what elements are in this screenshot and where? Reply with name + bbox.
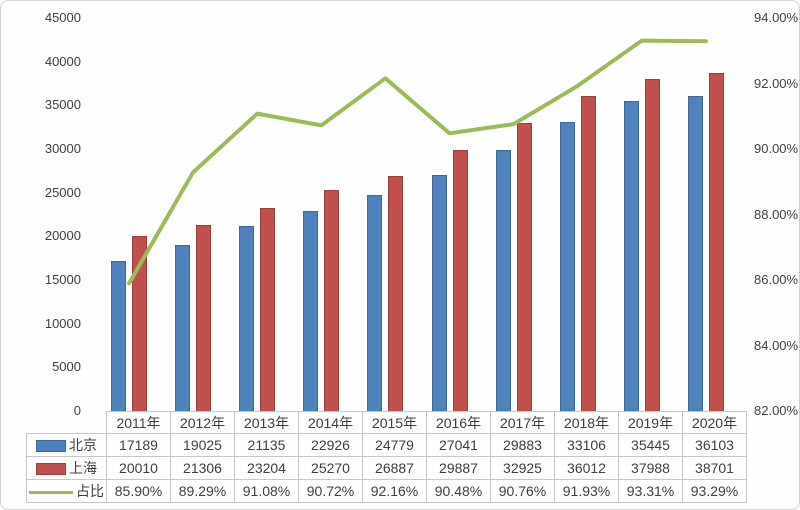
value-cell-shanghai: 23204 bbox=[234, 456, 299, 480]
year-header-cell: 2016年 bbox=[426, 411, 491, 434]
left-axis-tick-label: 10000 bbox=[44, 315, 81, 331]
right-axis-tick-label: 88.00% bbox=[754, 206, 799, 222]
left-axis-tick-label: 25000 bbox=[44, 184, 81, 200]
value-cell-shanghai: 37988 bbox=[618, 456, 683, 480]
bar-beijing-2020年 bbox=[687, 95, 703, 411]
bar-shanghai-2020年 bbox=[708, 73, 724, 411]
year-header-cell: 2015年 bbox=[362, 411, 427, 434]
value-cell-shanghai: 32925 bbox=[490, 456, 555, 480]
bar-shanghai-2019年 bbox=[644, 79, 660, 411]
year-header-cell: 2014年 bbox=[298, 411, 363, 434]
bar-shanghai-2015年 bbox=[388, 176, 404, 411]
year-header-cell: 2011年 bbox=[106, 411, 171, 434]
legend-cell-ratio: 占比 bbox=[26, 479, 107, 503]
value-cell-ratio: 89.29% bbox=[170, 479, 235, 503]
bar-shanghai-2017年 bbox=[516, 123, 532, 411]
left-axis-tick-label: 35000 bbox=[44, 97, 81, 113]
value-cell-beijing: 36103 bbox=[682, 433, 747, 457]
value-cell-ratio: 90.48% bbox=[426, 479, 491, 503]
value-cell-shanghai: 29887 bbox=[426, 456, 491, 480]
year-header-cell: 2012年 bbox=[170, 411, 235, 434]
right-axis-tick-label: 82.00% bbox=[754, 403, 799, 418]
value-cell-ratio: 90.76% bbox=[490, 479, 555, 503]
value-cell-beijing: 24779 bbox=[362, 433, 427, 457]
legend-cell-beijing: 北京 bbox=[26, 433, 107, 457]
value-cell-ratio: 91.08% bbox=[234, 479, 299, 503]
value-cell-beijing: 19025 bbox=[170, 433, 235, 457]
bar-shanghai-2013年 bbox=[260, 208, 276, 411]
legend-label: 上海 bbox=[69, 460, 97, 476]
bar-shanghai-2014年 bbox=[324, 190, 340, 411]
bar-beijing-2013年 bbox=[239, 226, 255, 411]
bar-beijing-2017年 bbox=[495, 150, 511, 411]
value-cell-beijing: 21135 bbox=[234, 433, 299, 457]
value-cell-shanghai: 20010 bbox=[106, 456, 171, 480]
value-cell-ratio: 85.90% bbox=[106, 479, 171, 503]
legend-cell-shanghai: 上海 bbox=[26, 456, 107, 480]
bar-shanghai-2018年 bbox=[580, 96, 596, 411]
value-cell-ratio: 90.72% bbox=[298, 479, 363, 503]
year-header-cell: 2019年 bbox=[618, 411, 683, 434]
legend-swatch-icon bbox=[36, 463, 66, 476]
bar-shanghai-2012年 bbox=[196, 224, 212, 411]
bar-beijing-2015年 bbox=[367, 194, 383, 411]
value-cell-shanghai: 36012 bbox=[554, 456, 619, 480]
value-cell-shanghai: 26887 bbox=[362, 456, 427, 480]
year-header-cell: 2018年 bbox=[554, 411, 619, 434]
year-header-cell: 2017年 bbox=[490, 411, 555, 434]
data-table: 2011年 2012年 2013年 2014年 2015年 2016年 2017年 2018年… bbox=[26, 411, 747, 503]
value-cell-ratio: 91.93% bbox=[554, 479, 619, 503]
year-header-cell: 2020年 bbox=[682, 411, 747, 434]
value-cell-shanghai: 21306 bbox=[170, 456, 235, 480]
value-cell-beijing: 35445 bbox=[618, 433, 683, 457]
legend-line-icon bbox=[29, 490, 73, 494]
legend-swatch-icon bbox=[36, 440, 66, 453]
left-axis-tick-label: 20000 bbox=[44, 228, 81, 244]
value-cell-ratio: 93.31% bbox=[618, 479, 683, 503]
left-axis-tick-label: 0 bbox=[73, 403, 81, 418]
legend-label: 北京 bbox=[69, 437, 97, 453]
chart-data-table: 2011年 2012年 2013年 2014年 2015年 2016年 2017年 2018年… bbox=[26, 411, 747, 503]
left-axis-tick-label: 5000 bbox=[52, 359, 81, 375]
left-axis-tick-label: 30000 bbox=[44, 141, 81, 156]
value-cell-shanghai: 38701 bbox=[682, 456, 747, 480]
right-axis-tick-label: 94.00% bbox=[754, 10, 799, 25]
left-axis-tick-label: 15000 bbox=[44, 272, 81, 287]
right-axis-tick-label: 92.00% bbox=[754, 75, 799, 91]
year-header-cell: 2013年 bbox=[234, 411, 299, 434]
value-cell-beijing: 22926 bbox=[298, 433, 363, 457]
right-axis-tick-label: 84.00% bbox=[754, 337, 799, 353]
legend-label: 占比 bbox=[76, 483, 104, 499]
bar-beijing-2011年 bbox=[111, 260, 127, 411]
value-cell-beijing: 33106 bbox=[554, 433, 619, 457]
bar-shanghai-2011年 bbox=[132, 236, 148, 411]
table-row-ratio: 占比 85.90% 89.29% 91.08% 90.72% 92.16% 90.48% 90… bbox=[26, 479, 747, 503]
left-axis-tick-label: 45000 bbox=[44, 10, 81, 25]
table-row-beijing: 北京 17189 19025 21135 22926 24779 27041 29883 331… bbox=[26, 433, 747, 457]
value-cell-ratio: 92.16% bbox=[362, 479, 427, 503]
left-axis-tick-label: 40000 bbox=[44, 53, 81, 69]
table-corner-blank bbox=[27, 412, 107, 434]
value-cell-ratio: 93.29% bbox=[682, 479, 747, 503]
value-cell-beijing: 29883 bbox=[490, 433, 555, 457]
ratio-line bbox=[127, 38, 708, 286]
value-cell-beijing: 27041 bbox=[426, 433, 491, 457]
bar-beijing-2018年 bbox=[559, 121, 575, 411]
table-row-shanghai: 上海 20010 21306 23204 25270 26887 29887 32925 360… bbox=[26, 456, 747, 480]
value-cell-shanghai: 25270 bbox=[298, 456, 363, 480]
bar-beijing-2012年 bbox=[175, 244, 191, 411]
bar-shanghai-2016年 bbox=[452, 149, 468, 411]
bar-beijing-2019年 bbox=[623, 101, 639, 411]
bar-beijing-2016年 bbox=[431, 174, 447, 411]
bar-beijing-2014年 bbox=[303, 210, 319, 411]
value-cell-beijing: 17189 bbox=[106, 433, 171, 457]
right-axis-tick-label: 86.00% bbox=[754, 272, 799, 287]
right-axis-tick-label: 90.00% bbox=[754, 141, 799, 156]
